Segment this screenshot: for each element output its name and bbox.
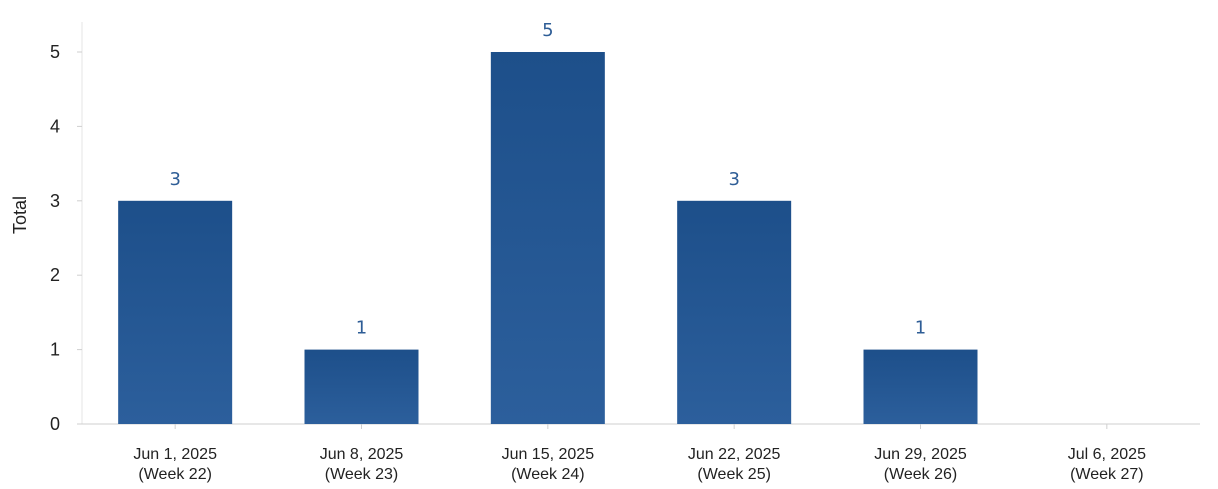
x-tick-label: (Week 23) xyxy=(325,466,399,483)
x-tick-label: (Week 24) xyxy=(511,466,585,483)
bar xyxy=(677,200,792,424)
bar-value-label: 1 xyxy=(915,318,926,339)
bar xyxy=(490,52,605,424)
x-tick-label: (Week 22) xyxy=(138,466,212,483)
x-tick-label: Jun 15, 2025 xyxy=(502,446,595,463)
bar xyxy=(118,200,233,424)
y-tick-label: 0 xyxy=(50,414,60,434)
x-tick-label: Jun 29, 2025 xyxy=(874,446,967,463)
y-tick-label: 2 xyxy=(50,265,60,285)
x-tick-label: Jun 22, 2025 xyxy=(688,446,781,463)
x-axis-tick-labels: Jun 1, 2025 (Week 22) Jun 8, 2025 (Week 23)… xyxy=(133,424,1146,483)
x-tick-label: Jun 8, 2025 xyxy=(320,446,404,463)
y-axis-ticks: 0 1 2 3 4 5 xyxy=(50,42,82,434)
bar-value-label: 5 xyxy=(542,20,553,41)
y-axis-title: Total xyxy=(10,196,30,234)
y-tick-label: 4 xyxy=(50,116,60,136)
y-tick-label: 3 xyxy=(50,191,60,211)
y-tick-label: 5 xyxy=(50,42,60,62)
bar-value-label: 3 xyxy=(169,169,180,190)
x-tick-label: Jul 6, 2025 xyxy=(1068,446,1146,463)
bars-group xyxy=(118,52,978,424)
x-tick-label: (Week 27) xyxy=(1070,466,1144,483)
x-tick-label: (Week 26) xyxy=(884,466,958,483)
data-labels-group: 3 1 5 3 1 xyxy=(169,20,926,339)
y-tick-label: 1 xyxy=(50,340,60,360)
x-tick-label: Jun 1, 2025 xyxy=(133,446,217,463)
bar xyxy=(304,349,419,424)
bar-value-label: 1 xyxy=(356,318,367,339)
bar xyxy=(863,349,978,424)
bar-value-label: 3 xyxy=(728,169,739,190)
x-tick-label: (Week 25) xyxy=(697,466,771,483)
